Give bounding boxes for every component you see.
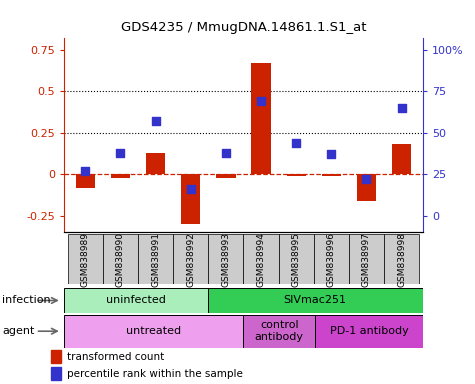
Bar [146, 153, 165, 174]
Bar [392, 144, 411, 174]
Bar [64, 288, 208, 313]
Bar [216, 174, 236, 178]
Point [116, 150, 124, 156]
Bar [208, 288, 423, 313]
Text: untreated: untreated [126, 326, 181, 336]
Text: uninfected: uninfected [106, 295, 166, 306]
Title: GDS4235 / MmugDNA.14861.1.S1_at: GDS4235 / MmugDNA.14861.1.S1_at [121, 22, 366, 35]
Bar [314, 234, 349, 284]
Text: GSM838991: GSM838991 [151, 232, 160, 287]
Bar [322, 174, 341, 176]
Bar [357, 174, 376, 201]
Bar [279, 234, 314, 284]
Bar [111, 174, 130, 178]
Point [152, 118, 159, 124]
Text: GSM838997: GSM838997 [362, 232, 371, 287]
Text: GSM838990: GSM838990 [116, 232, 125, 287]
Point [187, 186, 194, 192]
Text: GSM838996: GSM838996 [327, 232, 336, 287]
Bar [138, 234, 173, 284]
Bar [384, 234, 419, 284]
Point [363, 176, 371, 182]
Text: GSM838995: GSM838995 [292, 232, 301, 287]
Bar [315, 315, 423, 348]
Bar [173, 234, 208, 284]
Text: SIVmac251: SIVmac251 [284, 295, 347, 306]
Text: GSM838989: GSM838989 [81, 232, 90, 287]
Bar [76, 174, 95, 187]
Text: infection: infection [2, 295, 51, 306]
Text: transformed count: transformed count [67, 352, 164, 362]
Point [328, 151, 335, 157]
Bar [349, 234, 384, 284]
Point [257, 98, 265, 104]
Point [222, 150, 229, 156]
Bar [103, 234, 138, 284]
Bar [64, 315, 244, 348]
Point [81, 168, 89, 174]
Text: GSM838992: GSM838992 [186, 232, 195, 286]
Text: control
antibody: control antibody [255, 320, 304, 342]
Text: GSM838994: GSM838994 [256, 232, 266, 286]
Bar [286, 174, 306, 176]
Point [398, 105, 406, 111]
Bar [67, 234, 103, 284]
Bar [51, 367, 61, 380]
Text: GSM838993: GSM838993 [221, 232, 230, 287]
Text: PD-1 antibody: PD-1 antibody [330, 326, 408, 336]
Bar [244, 315, 315, 348]
Bar [244, 234, 279, 284]
Text: agent: agent [2, 326, 35, 336]
Text: GSM838998: GSM838998 [397, 232, 406, 287]
Bar [181, 174, 200, 224]
Text: percentile rank within the sample: percentile rank within the sample [67, 369, 243, 379]
Bar [251, 63, 271, 174]
Point [293, 140, 300, 146]
Bar [208, 234, 244, 284]
Bar [51, 350, 61, 363]
